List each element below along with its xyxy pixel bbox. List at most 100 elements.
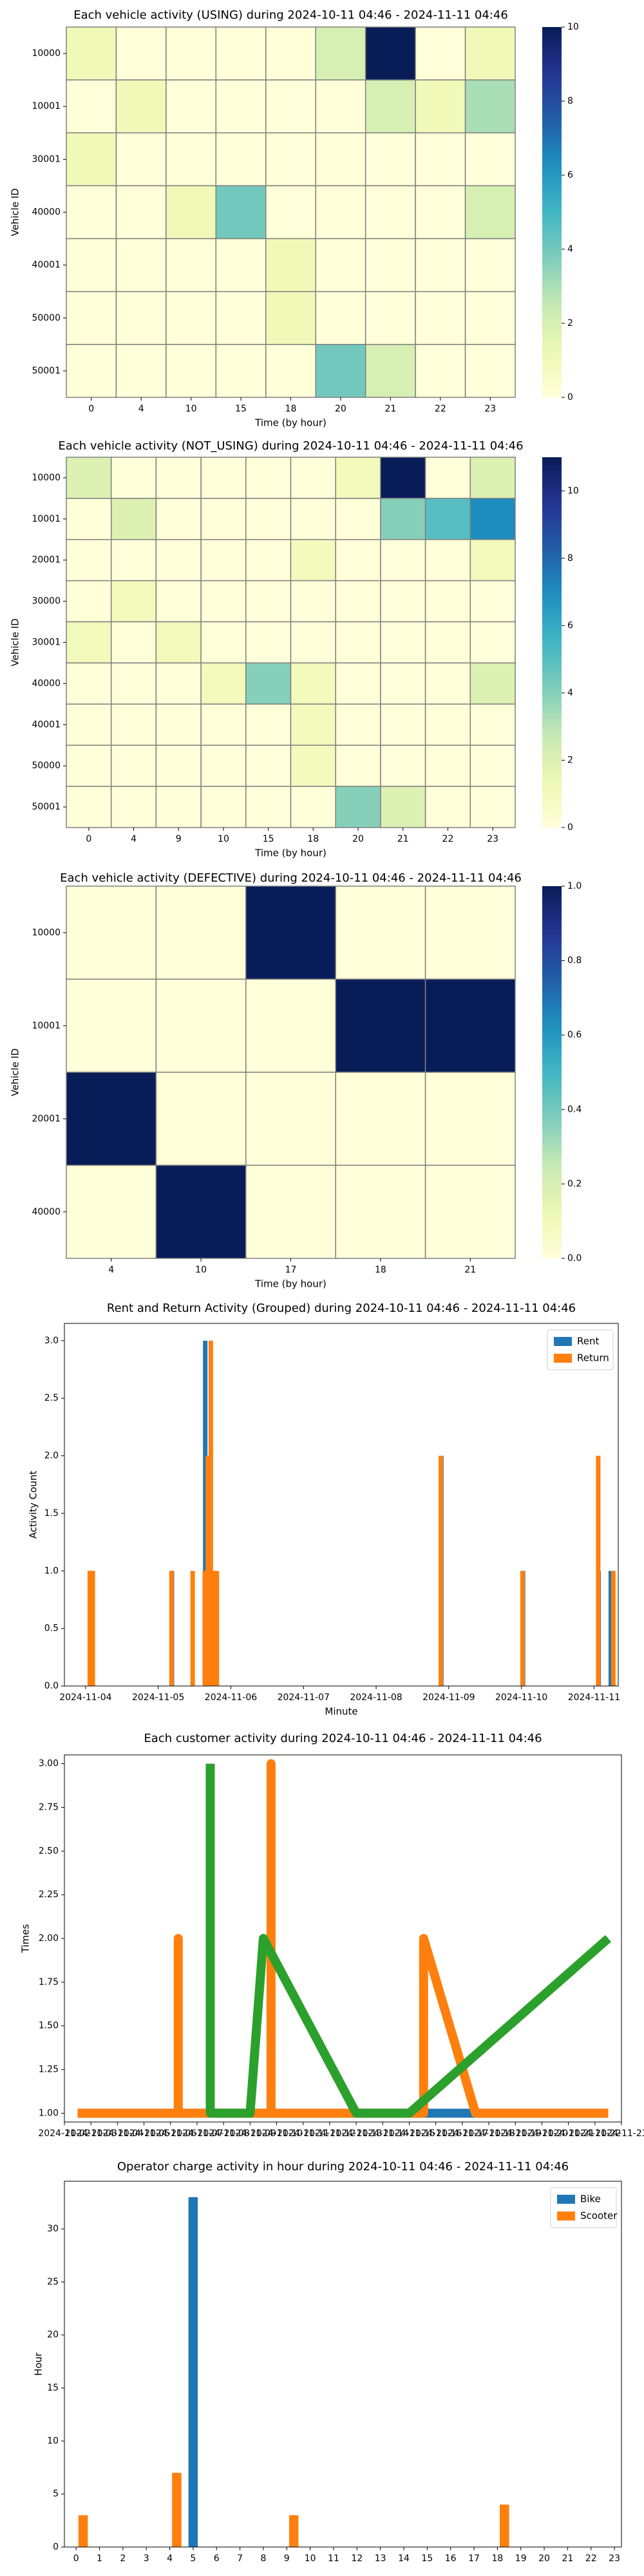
heatmap-cell <box>380 621 426 664</box>
x-axis-label: Time (by hour) <box>254 848 327 859</box>
x-tick-label: 2024-11-04 <box>59 1692 111 1703</box>
heatmap-cell <box>200 744 247 787</box>
heatmap-cell <box>66 703 112 746</box>
return-bar <box>202 1571 207 1686</box>
heatmap-cell <box>265 238 316 292</box>
heatmap-cell <box>365 185 416 240</box>
x-tick-label: 10 <box>305 2553 316 2564</box>
heatmap-cell <box>200 457 247 499</box>
colorbar-tick-label: 0.4 <box>567 1104 582 1115</box>
x-tick-label: 23 <box>609 2553 620 2564</box>
heatmap-cell <box>66 238 117 292</box>
colorbar-tick-label: 10 <box>567 22 579 32</box>
colorbar-tick-label: 4 <box>567 688 573 698</box>
y-tick-label: 20001 <box>32 1113 61 1124</box>
y-tick-label: 40001 <box>32 260 61 270</box>
scooter-bar <box>500 2505 509 2547</box>
heatmap-cell <box>365 79 416 134</box>
y-tick-label: 2.75 <box>39 1802 59 1812</box>
x-tick-label: 2024-11-09 <box>422 1692 475 1703</box>
x-tick-label: 2 <box>120 2553 126 2564</box>
x-tick-label: 19 <box>515 2553 527 2564</box>
y-tick-label: 2.25 <box>39 1889 59 1900</box>
heatmap-cell <box>424 1072 516 1166</box>
heatmap-cell <box>155 580 202 623</box>
heatmap-cell <box>265 79 316 134</box>
heatmap-cell <box>245 978 336 1073</box>
y-tick-label: 0.0 <box>44 1681 59 1691</box>
heatmap-cell <box>365 238 416 292</box>
heatmap-cell <box>380 498 426 540</box>
heatmap-cell <box>365 132 416 187</box>
x-tick-label: 4 <box>131 834 137 844</box>
x-tick-label: 2024-11-08 <box>197 2128 249 2139</box>
heatmap-cell <box>424 539 471 582</box>
heatmap-cell <box>335 1164 426 1259</box>
heatmap-cell <box>424 580 471 623</box>
chart-title: Each customer activity during 2024-10-11… <box>144 1732 542 1745</box>
heatmap-cell <box>315 290 366 345</box>
heatmap-cell <box>335 786 381 828</box>
heatmap-cell <box>290 498 336 540</box>
legend-swatch <box>557 2211 575 2221</box>
heatmap-cell <box>155 978 247 1073</box>
heatmap-cell <box>66 498 112 540</box>
y-tick-label: 10000 <box>32 473 61 483</box>
scooter-bar <box>289 2515 299 2547</box>
heatmap-cell <box>424 744 471 787</box>
heatmap-cell <box>380 539 426 582</box>
chart-title: Each vehicle activity (USING) during 202… <box>73 8 508 22</box>
legend-label: Rent <box>577 1336 599 1347</box>
x-tick-label: 4 <box>138 404 144 414</box>
heatmap-cell <box>365 344 416 398</box>
y-tick-label: 10001 <box>32 1021 61 1031</box>
heatmap-cell <box>66 662 112 705</box>
y-tick-label: 40000 <box>32 207 61 218</box>
heatmap-cell <box>66 132 117 187</box>
heatmap-cell <box>424 498 471 540</box>
heatmap-cell <box>245 886 336 980</box>
y-tick-label: 40000 <box>32 678 61 688</box>
y-tick-label: 20 <box>47 2330 59 2340</box>
return-bar <box>190 1571 195 1686</box>
heatmap-cell <box>200 580 247 623</box>
y-tick-label: 50001 <box>32 366 61 376</box>
x-tick-label: 22 <box>442 834 454 844</box>
heatmap-cell <box>200 786 247 828</box>
legend-swatch <box>554 1354 572 1363</box>
colorbar-tick-label: 6 <box>567 170 573 180</box>
heatmap-cell <box>335 978 426 1073</box>
heatmap-cell <box>110 744 157 787</box>
heatmap-cell <box>245 580 292 623</box>
heatmap-cell <box>155 662 202 705</box>
x-tick-label: 2024-11-06 <box>205 1692 257 1703</box>
y-tick-label: 10001 <box>32 514 61 524</box>
x-tick-label: 2024-11-15 <box>383 2128 435 2139</box>
x-tick-label: 16 <box>445 2553 457 2564</box>
x-tick-label: 0 <box>73 2553 79 2564</box>
colorbar-tick-label: 0.6 <box>567 1030 582 1040</box>
colorbar <box>542 27 562 397</box>
heatmap-cell <box>365 26 416 80</box>
colorbar-tick-label: 0.8 <box>567 956 582 966</box>
legend-label: Scooter <box>580 2210 618 2222</box>
heatmap-cell <box>166 238 217 292</box>
return-bar <box>214 1571 220 1686</box>
heatmap-cell <box>335 539 381 582</box>
heatmap-cell <box>155 786 202 828</box>
colorbar-tick-label: 0 <box>567 822 573 833</box>
heatmap-cell <box>335 621 381 664</box>
heatmap-cell <box>66 290 117 345</box>
x-tick-label: 10 <box>195 1265 207 1275</box>
colorbar-tick-label: 8 <box>567 96 573 106</box>
heatmap-cell <box>415 79 466 134</box>
legend-swatch <box>554 1337 572 1346</box>
heatmap-cell <box>110 662 157 705</box>
x-tick-label: 18 <box>307 834 319 844</box>
heatmap-cell <box>245 457 292 499</box>
heatmap-cell <box>415 238 466 292</box>
x-tick-label: 2024-11-08 <box>350 1692 402 1703</box>
heatmap-cell <box>166 132 217 187</box>
heatmap-cell <box>66 1164 157 1259</box>
